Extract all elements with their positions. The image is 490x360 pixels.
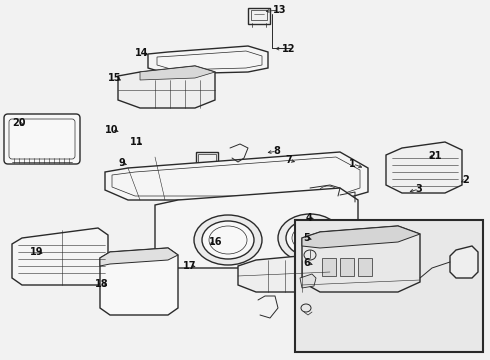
Polygon shape: [118, 66, 215, 108]
Text: 9: 9: [118, 158, 125, 168]
Text: 1: 1: [349, 159, 356, 169]
Bar: [248, 8, 270, 24]
Text: 11: 11: [129, 137, 143, 147]
Bar: [295, 220, 483, 352]
Text: 18: 18: [95, 279, 108, 289]
Text: 14: 14: [135, 48, 149, 58]
Polygon shape: [140, 66, 215, 80]
Bar: [198, 154, 216, 166]
Ellipse shape: [202, 221, 254, 259]
Polygon shape: [450, 246, 478, 278]
Text: 10: 10: [105, 125, 119, 135]
FancyBboxPatch shape: [4, 114, 80, 164]
Text: 12: 12: [282, 44, 296, 54]
Bar: [196, 152, 218, 168]
Ellipse shape: [278, 214, 342, 262]
Polygon shape: [148, 46, 268, 74]
Text: 5: 5: [303, 233, 310, 243]
Text: 2: 2: [462, 175, 469, 185]
Text: 21: 21: [428, 150, 441, 161]
Polygon shape: [238, 255, 330, 292]
Polygon shape: [302, 226, 420, 248]
Polygon shape: [302, 226, 420, 292]
Bar: [322, 258, 336, 276]
Polygon shape: [300, 274, 316, 288]
Text: 6: 6: [304, 258, 311, 268]
Polygon shape: [105, 152, 368, 200]
Bar: [340, 258, 354, 276]
Text: 20: 20: [12, 118, 25, 128]
Ellipse shape: [286, 220, 334, 256]
Text: 16: 16: [209, 237, 222, 247]
Polygon shape: [100, 248, 178, 315]
Polygon shape: [386, 142, 462, 193]
Text: 15: 15: [108, 73, 122, 84]
Ellipse shape: [194, 215, 262, 265]
Text: 4: 4: [305, 213, 312, 223]
Text: 8: 8: [273, 146, 280, 156]
Text: 17: 17: [183, 261, 197, 271]
Bar: [358, 258, 372, 276]
Bar: [251, 10, 267, 20]
Text: 7: 7: [286, 155, 293, 165]
Text: 19: 19: [30, 247, 44, 257]
Text: 3: 3: [416, 184, 422, 194]
Text: 13: 13: [272, 5, 286, 15]
Polygon shape: [155, 188, 358, 268]
Polygon shape: [12, 228, 108, 285]
Polygon shape: [100, 248, 178, 266]
